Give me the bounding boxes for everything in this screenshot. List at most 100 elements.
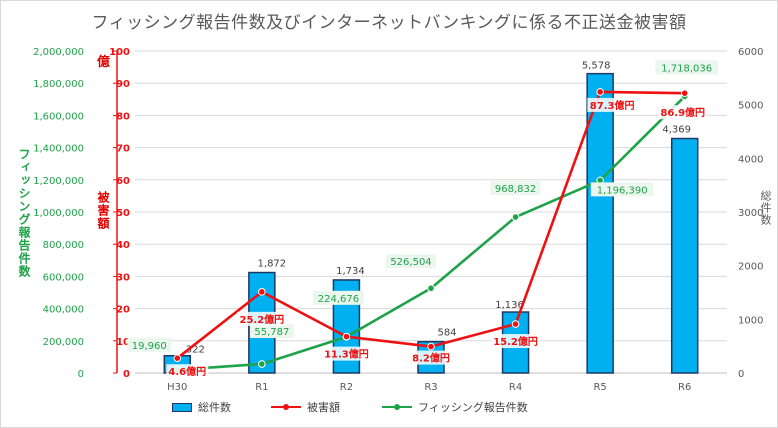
y-axis-label-total: 総件数 — [759, 190, 772, 226]
y-tick-total: 0 — [738, 369, 744, 380]
y-axis-label-damage: 被害額 — [96, 191, 110, 230]
y-tick-phishing: 400,000 — [43, 305, 84, 316]
damage-value-label: 4.6億円 — [168, 365, 206, 378]
damage-label-box — [490, 334, 541, 349]
bar-value-label: 5,578 — [582, 61, 611, 72]
damage-value-label: 15.2億円 — [493, 335, 538, 348]
bar-value-label: 1,734 — [336, 266, 365, 277]
x-tick-label: R1 — [255, 382, 268, 393]
legend-label-damage: 被害額 — [307, 401, 340, 414]
legend-label-phishing: フィッシング報告件数 — [418, 401, 528, 414]
y-tick-total: 3000 — [738, 208, 763, 219]
damage-label-box — [237, 311, 287, 326]
y-tick-total: 5000 — [738, 101, 763, 112]
y-tick-damage: 30 — [116, 272, 130, 283]
y-tick-damage: 100 — [109, 47, 130, 58]
y-tick-phishing: 2,000,000 — [33, 47, 84, 58]
phishing-value-label: 224,676 — [318, 294, 359, 305]
phishing-value-label: 968,832 — [495, 184, 536, 195]
y-tick-phishing: 1,200,000 — [33, 176, 84, 187]
phishing-value-label: 55,787 — [254, 327, 289, 338]
legend-item-phishing: フィッシング報告件数 — [382, 399, 528, 415]
y-tick-phishing: 0 — [78, 369, 84, 380]
y-tick-damage: 40 — [116, 240, 130, 251]
series-phishing-point — [511, 213, 520, 221]
series-damage-point — [511, 320, 520, 328]
bar-total — [670, 137, 699, 374]
series-phishing-point — [258, 360, 266, 368]
y-tick-total: 1000 — [738, 315, 763, 326]
damage-value-label: 86.9億円 — [660, 106, 705, 119]
series-damage-point — [427, 342, 435, 351]
y-tick-damage: 80 — [116, 111, 130, 122]
phishing-value-label: 1,196,390 — [597, 185, 648, 196]
y-axis-unit-damage: 億 — [97, 55, 111, 70]
phishing-value-label: 1,718,036 — [661, 63, 712, 74]
x-tick-label: R6 — [678, 382, 691, 393]
y-tick-damage: 20 — [116, 305, 130, 316]
x-tick-label: H30 — [167, 382, 187, 393]
y-tick-damage: 70 — [116, 144, 130, 155]
phishing-label-box — [249, 324, 294, 339]
damage-label-box — [410, 350, 452, 365]
y-tick-phishing: 600,000 — [43, 272, 84, 283]
x-tick-label: R4 — [509, 382, 522, 393]
y-tick-total: 6000 — [738, 47, 763, 58]
y-tick-phishing: 1,400,000 — [33, 144, 84, 155]
damage-value-label: 87.3億円 — [590, 99, 635, 112]
x-tick-label: R5 — [593, 382, 606, 393]
y-axis-label-phishing: フィッシング報告件数 — [17, 148, 31, 278]
legend-item-total: 総件数 — [172, 399, 231, 415]
series-damage-point — [258, 288, 266, 296]
series-damage-point — [173, 354, 182, 362]
legend: 総件数 被害額 フィッシング報告件数 — [0, 399, 778, 419]
phishing-label-box — [655, 60, 719, 75]
phishing-value-label: 19,960 — [132, 341, 167, 352]
y-tick-phishing: 200,000 — [43, 337, 84, 348]
y-tick-damage: 10 — [116, 337, 130, 348]
y-tick-damage: 60 — [116, 176, 130, 187]
y-tick-phishing: 1,000,000 — [33, 208, 84, 219]
y-tick-damage: 90 — [116, 79, 130, 90]
bar-total — [586, 72, 614, 374]
y-tick-phishing: 1,800,000 — [33, 79, 84, 90]
y-tick-phishing: 800,000 — [43, 240, 84, 251]
y-tick-phishing: 1,600,000 — [33, 111, 84, 122]
phishing-label-box — [313, 290, 364, 305]
bar-value-label: 584 — [437, 328, 456, 339]
damage-label-box — [587, 97, 637, 112]
bar-value-label: 1,136 — [495, 300, 524, 311]
y-tick-damage: 50 — [116, 208, 130, 219]
phishing-value-label: 526,504 — [390, 257, 431, 268]
bar-value-label: 322 — [186, 345, 205, 356]
series-damage-point — [596, 88, 604, 96]
damage-value-label: 8.2億円 — [412, 352, 450, 365]
series-phishing-point — [427, 284, 435, 293]
bar-value-label: 1,872 — [258, 259, 287, 270]
damage-value-label: 25.2億円 — [240, 313, 285, 326]
x-tick-label: R2 — [340, 382, 353, 393]
bar-value-label: 4,369 — [662, 125, 691, 136]
damage-label-box — [321, 346, 372, 361]
series-damage-point — [680, 89, 689, 97]
legend-label-total: 総件数 — [198, 401, 231, 414]
phishing-label-box — [490, 181, 541, 196]
phishing-label-box — [590, 182, 654, 197]
legend-item-damage: 被害額 — [271, 399, 340, 415]
chart-title: フィッシング報告件数及びインターネットバンキングに係る不正送金被害額 — [91, 13, 687, 33]
series-damage-point — [342, 332, 351, 341]
y-tick-total: 2000 — [738, 262, 763, 273]
damage-label-box — [166, 364, 209, 379]
damage-label-box — [657, 105, 708, 120]
y-tick-total: 4000 — [738, 154, 763, 165]
legend-swatch-total — [172, 402, 192, 412]
damage-value-label: 11.3億円 — [324, 348, 369, 361]
phishing-label-box — [127, 337, 172, 352]
phishing-label-box — [385, 254, 437, 269]
legend-swatch-damage — [271, 402, 301, 412]
legend-swatch-phishing — [382, 402, 412, 412]
x-tick-label: R3 — [424, 382, 437, 393]
y-tick-damage: 0 — [123, 369, 130, 380]
